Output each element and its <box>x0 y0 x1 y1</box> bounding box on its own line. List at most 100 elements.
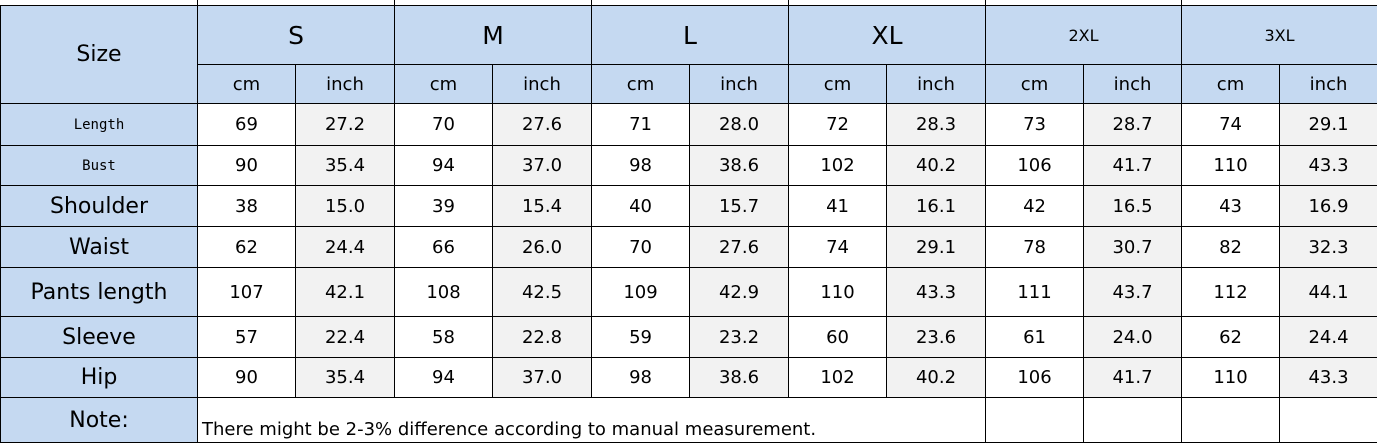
measure-cell: 58 <box>394 316 493 358</box>
measure-cell: 38.6 <box>689 357 790 398</box>
measure-cell: 111 <box>985 267 1085 317</box>
measure-cell: 43.3 <box>886 267 987 317</box>
measure-cell: 60 <box>788 316 888 358</box>
measure-cell: 42.9 <box>689 267 790 317</box>
measure-cell: 44.1 <box>1279 267 1377 317</box>
unit-header: cm <box>985 64 1085 104</box>
measure-cell: 41.7 <box>1083 145 1183 186</box>
measure-cell: 94 <box>394 145 493 186</box>
measure-row: Waist 62 24.4 66 26.0 70 27.6 74 29.1 78 30.7 82 32.… <box>0 226 1377 268</box>
measure-cell: 38.6 <box>689 145 790 186</box>
measure-cell: 16.9 <box>1279 185 1377 227</box>
measure-cell: 22.8 <box>491 316 593 358</box>
measure-cell: 61 <box>985 316 1085 358</box>
measure-cell: 40 <box>591 185 691 227</box>
measure-cell: 41 <box>788 185 888 227</box>
measure-cell: 66 <box>394 226 493 268</box>
measure-cell: 90 <box>197 145 296 186</box>
top-strip <box>0 0 1377 6</box>
measure-cell: 43 <box>1181 185 1281 227</box>
unit-header: cm <box>591 64 691 104</box>
measure-cell: 32.3 <box>1279 226 1377 268</box>
measure-cell: 82 <box>1181 226 1281 268</box>
measure-cell: 26.0 <box>491 226 593 268</box>
unit-header: inch <box>1279 64 1377 104</box>
measure-cell: 106 <box>985 357 1085 398</box>
size-header: S <box>197 5 395 65</box>
measure-cell: 24.0 <box>1083 316 1183 358</box>
measure-cell: 28.3 <box>886 103 987 146</box>
measure-cell: 15.0 <box>295 185 395 227</box>
row-label: Bust <box>0 145 198 186</box>
measure-row: Shoulder 38 15.0 39 15.4 40 15.7 41 16.1 42 16.5 43… <box>0 185 1377 227</box>
size-header: XL <box>788 5 987 65</box>
measure-cell: 102 <box>788 145 888 186</box>
measure-cell: 112 <box>1181 267 1281 317</box>
measure-cell: 57 <box>197 316 296 358</box>
empty-cell <box>1181 397 1281 443</box>
measure-cell: 28.7 <box>1083 103 1183 146</box>
measure-cell: 37.0 <box>491 357 593 398</box>
unit-header: inch <box>491 64 593 104</box>
measure-cell: 42 <box>985 185 1085 227</box>
measure-cell: 43.3 <box>1279 145 1377 186</box>
measure-cell: 24.4 <box>295 226 395 268</box>
unit-header: inch <box>1083 64 1183 104</box>
measure-cell: 107 <box>197 267 296 317</box>
measure-cell: 35.4 <box>295 145 395 186</box>
measure-cell: 27.2 <box>295 103 395 146</box>
unit-header: cm <box>394 64 493 104</box>
measure-row: Bust 90 35.4 94 37.0 98 38.6 102 40.2 106 41.7 110 4… <box>0 145 1377 186</box>
measure-cell: 16.1 <box>886 185 987 227</box>
measure-cell: 41.7 <box>1083 357 1183 398</box>
unit-row: cm inch cm inch cm inch cm inch cm inch cm inch <box>1 64 1377 104</box>
note-row: Note: There might be 2-3% difference acco… <box>0 397 1377 443</box>
measure-cell: 70 <box>591 226 691 268</box>
corner-cell: Size <box>0 5 198 104</box>
measure-cell: 23.2 <box>689 316 790 358</box>
header-row: Size S M L XL 2XL 3XL <box>0 5 1377 104</box>
unit-header: inch <box>689 64 790 104</box>
unit-header: cm <box>1181 64 1281 104</box>
measure-cell: 78 <box>985 226 1085 268</box>
measure-cell: 29.1 <box>1279 103 1377 146</box>
measure-cell: 15.7 <box>689 185 790 227</box>
measure-cell: 109 <box>591 267 691 317</box>
measure-cell: 110 <box>1181 357 1281 398</box>
size-header: M <box>393 5 593 65</box>
size-header: 3XL <box>1181 5 1377 65</box>
row-label: Sleeve <box>0 316 198 358</box>
measure-cell: 29.1 <box>886 226 987 268</box>
measure-cell: 106 <box>985 145 1085 186</box>
measure-cell: 72 <box>788 103 888 146</box>
size-table: Size S M L XL 2XL 3XL cm inch cm inch cm inch cm inch c… <box>0 5 1377 443</box>
measure-cell: 73 <box>985 103 1085 146</box>
measure-cell: 98 <box>591 145 691 186</box>
measure-cell: 62 <box>197 226 296 268</box>
row-label: Hip <box>0 357 198 398</box>
measure-cell: 43.3 <box>1279 357 1377 398</box>
measure-cell: 71 <box>591 103 691 146</box>
measure-cell: 69 <box>197 103 296 146</box>
measure-cell: 110 <box>788 267 888 317</box>
empty-cell <box>985 397 1085 443</box>
measure-cell: 27.6 <box>491 103 593 146</box>
measure-cell: 42.5 <box>491 267 593 317</box>
note-text: There might be 2-3% difference according… <box>196 397 987 443</box>
measure-cell: 102 <box>788 357 888 398</box>
measure-cell: 24.4 <box>1279 316 1377 358</box>
measure-cell: 28.0 <box>689 103 790 146</box>
measure-cell: 108 <box>394 267 493 317</box>
measure-cell: 62 <box>1181 316 1281 358</box>
measure-cell: 110 <box>1181 145 1281 186</box>
measure-cell: 23.6 <box>886 316 987 358</box>
measure-cell: 74 <box>1181 103 1281 146</box>
measure-cell: 70 <box>394 103 493 146</box>
size-header: L <box>591 5 790 65</box>
measure-cell: 22.4 <box>295 316 395 358</box>
empty-cell <box>1083 397 1183 443</box>
row-label: Waist <box>0 226 198 268</box>
row-label: Length <box>0 103 198 146</box>
measure-cell: 39 <box>394 185 493 227</box>
measure-cell: 30.7 <box>1083 226 1183 268</box>
